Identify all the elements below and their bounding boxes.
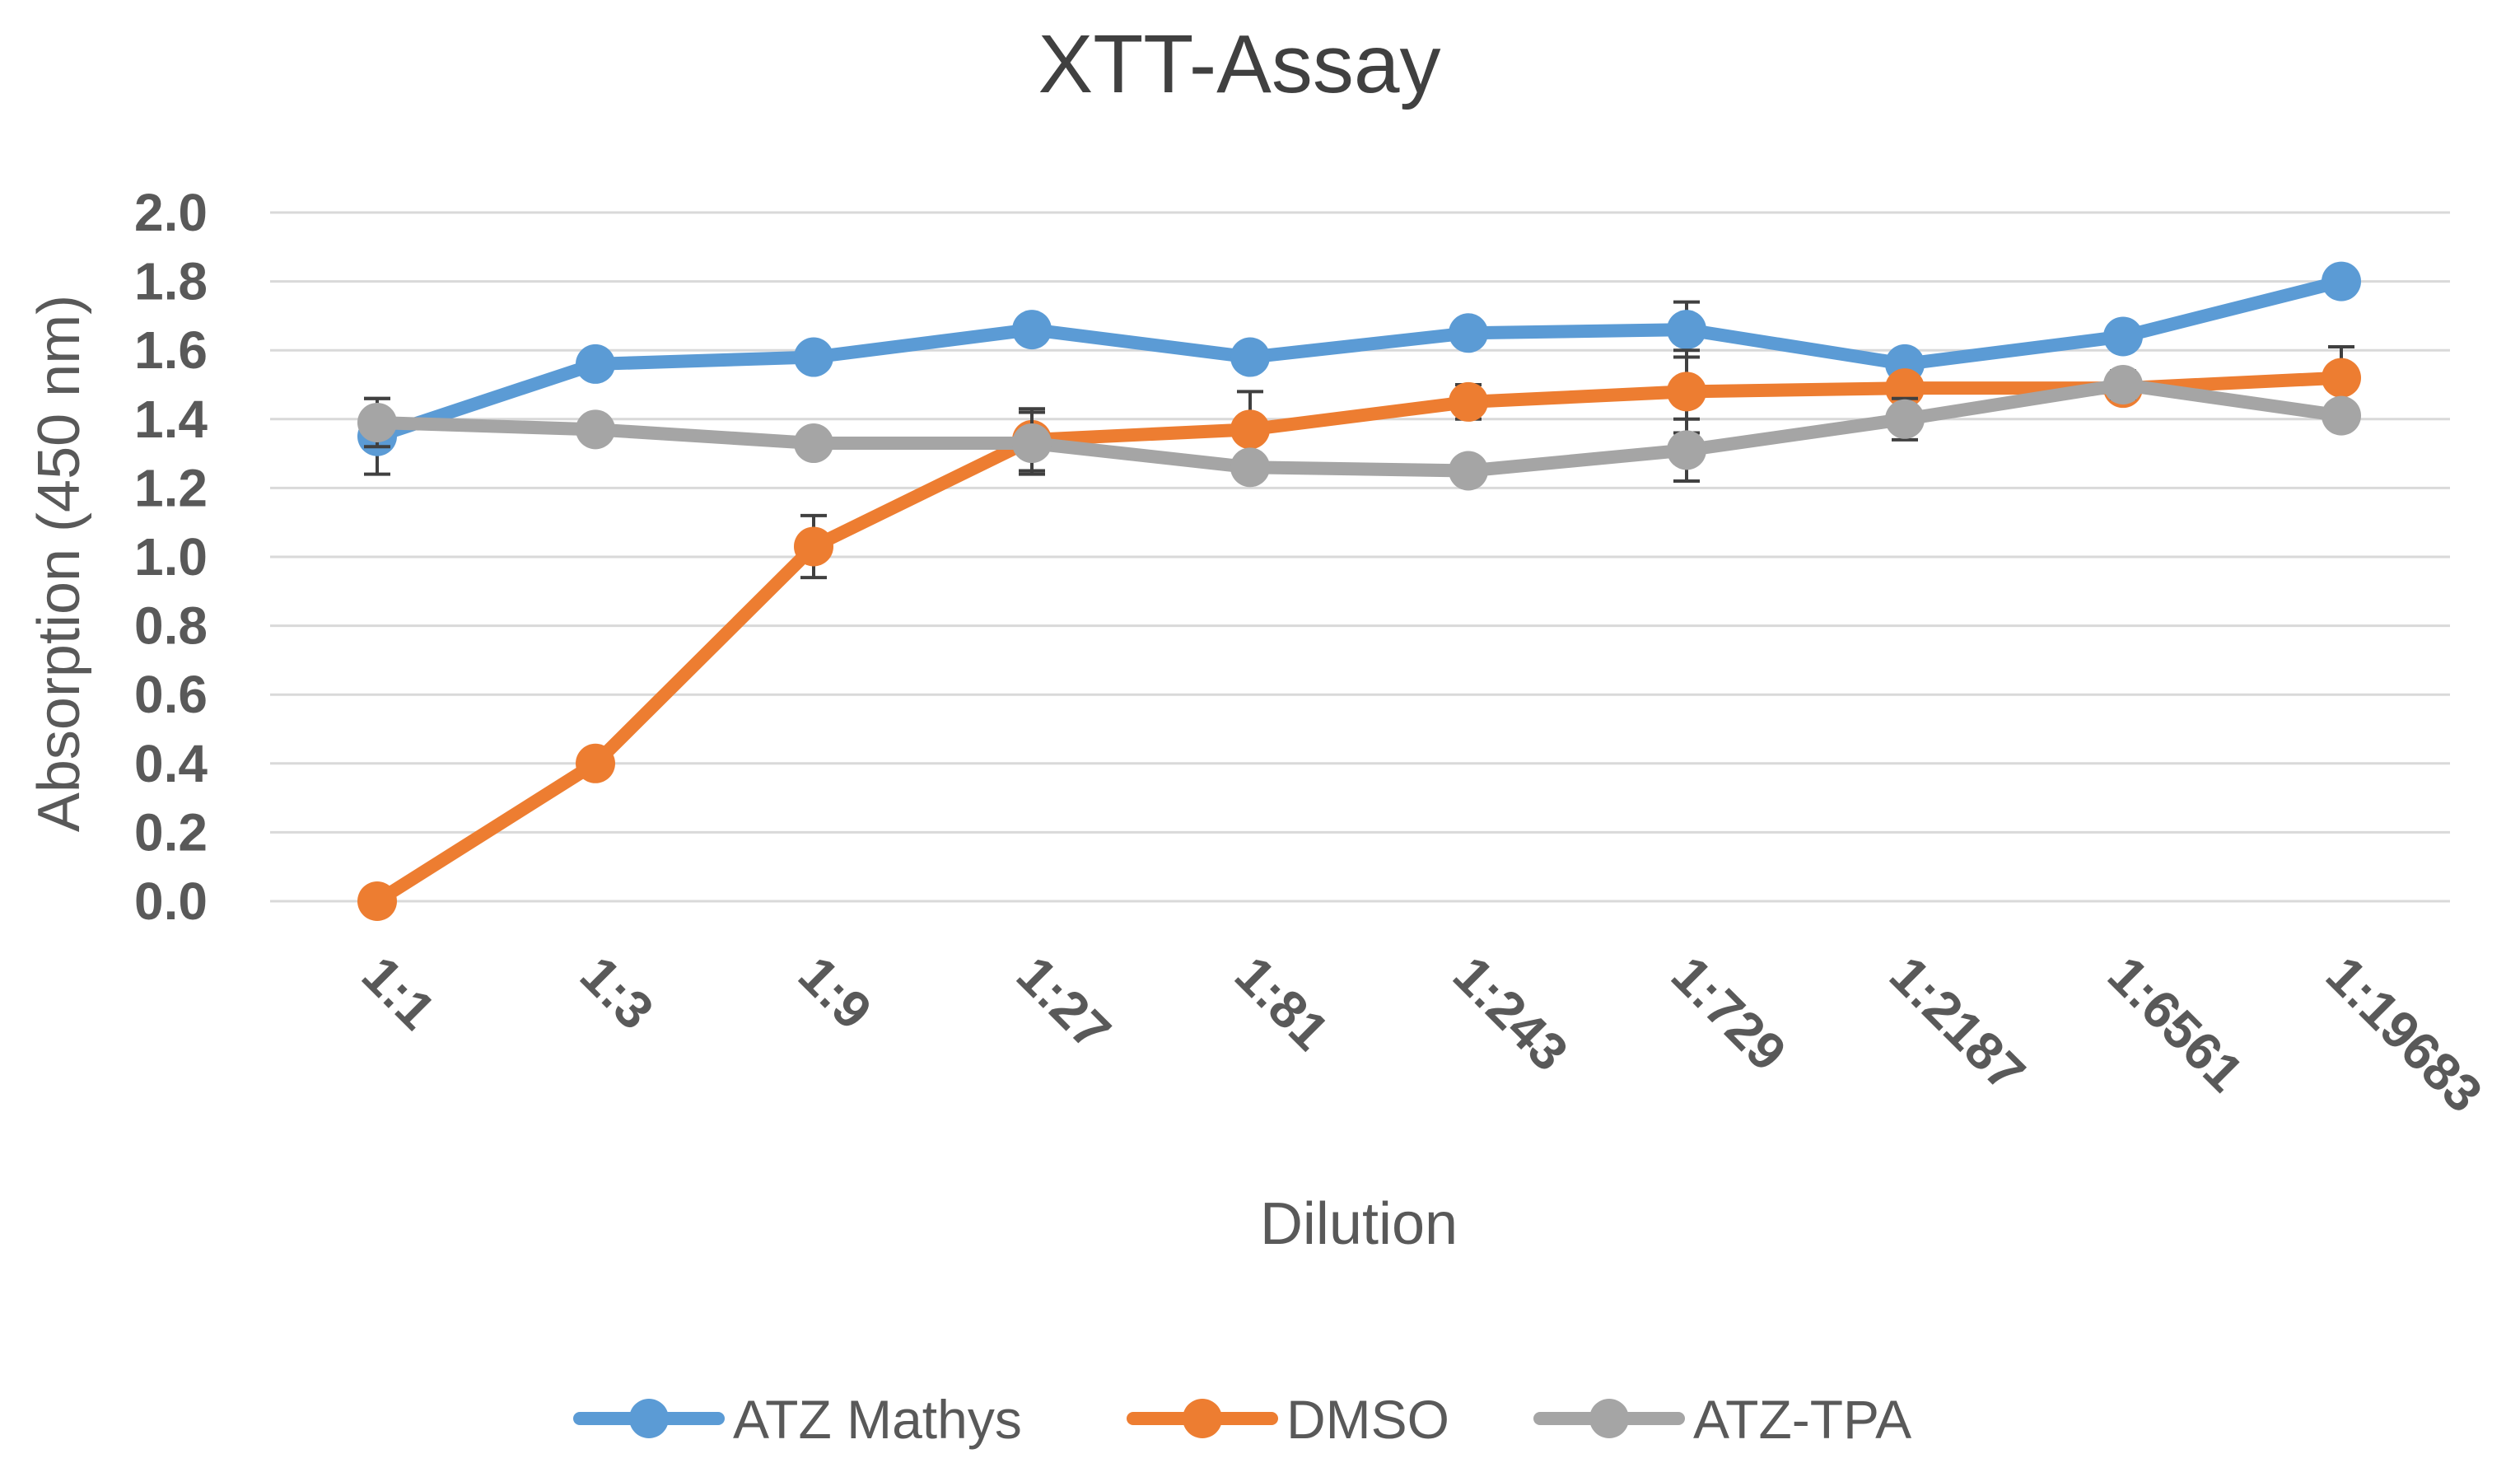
series-group <box>357 261 2361 921</box>
gridlines <box>270 211 2450 903</box>
data-point <box>794 337 833 377</box>
legend-marker <box>1183 1399 1222 1438</box>
y-axis-label: Absorption (450 nm) <box>26 295 92 832</box>
y-tick-label: 0.0 <box>134 872 208 931</box>
legend-label: ATZ Mathys <box>733 1389 1022 1450</box>
y-tick-label: 1.8 <box>134 252 208 311</box>
legend-label: ATZ-TPA <box>1693 1389 1911 1450</box>
data-point <box>576 344 615 384</box>
data-point <box>2322 261 2361 301</box>
y-tick-label: 0.8 <box>134 596 208 656</box>
data-point <box>1667 372 1706 412</box>
data-point <box>1449 381 1488 422</box>
y-tick-label: 1.0 <box>134 527 208 587</box>
series-line <box>371 371 2348 908</box>
y-tick-label: 0.2 <box>134 802 208 862</box>
data-point <box>1230 409 1270 450</box>
data-point <box>1012 310 1052 350</box>
data-point <box>2103 365 2143 404</box>
chart-title: XTT-Assay <box>1038 18 1441 110</box>
x-axis-label: Dilution <box>1260 1191 1458 1257</box>
data-point <box>357 881 397 921</box>
data-point <box>2322 358 2361 398</box>
data-point <box>2103 316 2143 357</box>
data-point <box>1012 423 1052 464</box>
data-point <box>1885 399 1925 439</box>
data-point <box>2322 395 2361 436</box>
legend-label: DMSO <box>1286 1389 1449 1450</box>
legend-marker <box>629 1399 669 1438</box>
y-tick-label: 2.0 <box>134 183 208 242</box>
data-point <box>576 743 615 783</box>
data-point <box>576 409 615 450</box>
y-tick-label: 0.4 <box>134 734 208 793</box>
y-tick-label: 1.4 <box>134 390 208 449</box>
data-point <box>1230 447 1270 488</box>
data-point <box>1449 313 1488 353</box>
y-tick-label: 0.6 <box>134 665 208 724</box>
series-line <box>371 274 2348 443</box>
data-point <box>794 423 833 464</box>
legend-item-atz-mathys: ATZ Mathys <box>573 1389 1022 1450</box>
series-atz-mathys <box>357 261 2361 476</box>
series-line <box>371 378 2348 478</box>
data-point <box>357 402 397 442</box>
data-point <box>1230 337 1270 377</box>
series-atz-tpa <box>357 365 2361 491</box>
data-point <box>1449 451 1488 491</box>
y-tick-label: 1.6 <box>134 320 208 380</box>
legend-item-dmso: DMSO <box>1127 1389 1449 1450</box>
legend: ATZ Mathys DMSO ATZ-TPA <box>573 1389 1911 1450</box>
data-point <box>794 526 833 567</box>
legend-marker <box>1589 1399 1629 1438</box>
legend-item-atz-tpa: ATZ-TPA <box>1533 1389 1911 1450</box>
data-point <box>1667 310 1706 350</box>
y-tick-label: 1.2 <box>134 458 208 517</box>
y-axis-ticks: 0.0 0.2 0.4 0.6 0.8 1.0 1.2 1.4 1.6 1.8 2.0 <box>134 183 208 931</box>
data-point <box>1667 430 1706 470</box>
